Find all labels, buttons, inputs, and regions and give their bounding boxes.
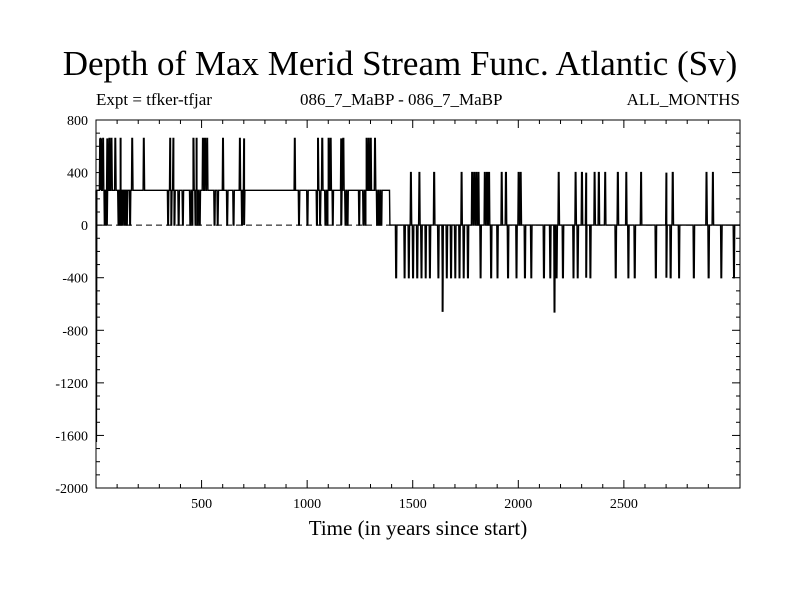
experiment-label: Expt = tfker-tfjar: [96, 90, 212, 109]
x-tick-label: 2500: [610, 497, 638, 512]
y-tick-label: -800: [62, 324, 88, 339]
y-tick-label: -2000: [55, 482, 88, 497]
y-tick-label: 800: [67, 114, 88, 129]
y-tick-label: -400: [62, 272, 88, 287]
x-tick-label: 2000: [504, 497, 532, 512]
x-tick-label: 500: [191, 497, 212, 512]
y-tick-label: 0: [81, 219, 88, 234]
series-line: [95, 137, 740, 443]
y-tick-label: -1200: [55, 377, 88, 392]
x-tick-label: 1500: [399, 497, 427, 512]
x-axis-label: Time (in years since start): [308, 516, 528, 540]
dataset-label: 086_7_MaBP - 086_7_MaBP: [300, 90, 503, 109]
chart-title: Depth of Max Merid Stream Func. Atlantic…: [62, 44, 738, 83]
x-tick-label: 1000: [293, 497, 321, 512]
y-tick-label: 400: [67, 167, 88, 182]
y-tick-label: -1600: [55, 429, 88, 444]
months-label: ALL_MONTHS: [626, 90, 740, 109]
data-layer: [95, 137, 740, 443]
axes-layer: 800 400 0 -400 -800 -1200 -1600 -2000 500 1000 150…: [55, 114, 741, 512]
